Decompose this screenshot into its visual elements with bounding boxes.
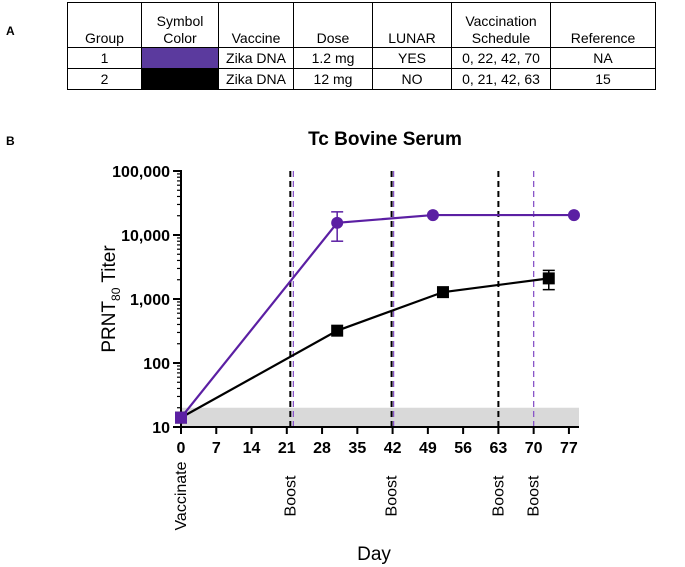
table-header-row: Group Symbol Color Vaccine Dose LUNAR Va… <box>67 2 656 48</box>
header-lunar: LUNAR <box>372 2 452 48</box>
y-tick-label: 10,000 <box>121 228 170 245</box>
cell-symbol-color <box>141 47 219 69</box>
header-dose: Dose <box>293 2 373 48</box>
data-point-circle <box>331 216 344 229</box>
y-tick-label: 100,000 <box>112 164 170 181</box>
x-tick-label: 21 <box>278 440 296 457</box>
header-symbol-color-line2: Color <box>163 30 197 46</box>
cell-vaccine: Zika DNA <box>218 47 294 69</box>
data-point-origin <box>175 411 187 424</box>
detection-limit-band <box>181 407 579 427</box>
group-table: Group Symbol Color Vaccine Dose LUNAR Va… <box>67 2 656 90</box>
x-tick-label: 63 <box>489 440 507 457</box>
cell-symbol-color <box>141 68 219 90</box>
y-tick-label: 100 <box>143 356 170 373</box>
cell-group: 2 <box>67 68 142 90</box>
cell-vaccine: Zika DNA <box>218 68 294 90</box>
x-tick-label: 28 <box>313 440 331 457</box>
series-line-1 <box>180 277 549 419</box>
header-schedule-line2: Schedule <box>471 30 531 46</box>
event-label: Boost <box>282 475 299 516</box>
color-swatch <box>142 69 218 89</box>
data-point-square <box>331 324 344 337</box>
x-tick-label: 77 <box>560 440 578 457</box>
data-point-square <box>542 272 555 285</box>
y-tick-label: 1,000 <box>130 292 170 309</box>
y-tick-label: 10 <box>152 420 170 437</box>
header-schedule: Vaccination Schedule <box>451 2 551 48</box>
x-axis-label: Day <box>357 544 391 565</box>
event-label: Boost <box>490 475 507 516</box>
header-symbol-color-line1: Symbol <box>156 13 204 29</box>
panel-a-letter: A <box>6 24 15 38</box>
series-line-0 <box>180 213 574 419</box>
data-point-circle <box>567 209 580 222</box>
x-tick-label: 0 <box>177 440 186 457</box>
header-reference: Reference <box>550 2 656 48</box>
cell-dose: 12 mg <box>293 68 373 90</box>
table-row: 1 Zika DNA 1.2 mg YES 0, 22, 42, 70 NA <box>67 47 656 69</box>
data-point-square <box>436 286 449 299</box>
panel-b-letter: B <box>6 134 15 148</box>
table-row: 2 Zika DNA 12 mg NO 0, 21, 42, 63 15 <box>67 68 656 90</box>
header-schedule-line1: Vaccination <box>465 13 537 29</box>
cell-schedule: 0, 21, 42, 63 <box>451 68 551 90</box>
x-tick-label: 7 <box>212 440 221 457</box>
event-label: Boost <box>384 475 401 516</box>
header-group: Group <box>67 2 142 48</box>
x-tick-label: 49 <box>419 440 437 457</box>
event-label: Vaccinate <box>173 461 190 530</box>
cell-reference: 15 <box>550 68 656 90</box>
x-tick-label: 70 <box>525 440 543 457</box>
x-tick-label: 56 <box>454 440 472 457</box>
x-tick-label: 42 <box>384 440 402 457</box>
header-symbol-color: Symbol Color <box>141 2 219 48</box>
x-tick-label: 35 <box>348 440 366 457</box>
chart-title: Tc Bovine Serum <box>308 129 462 150</box>
y-axis-label: PRNT80 Titer <box>99 245 123 353</box>
x-tick-label: 14 <box>243 440 261 457</box>
event-label: Boost <box>526 475 543 516</box>
color-swatch <box>142 48 218 68</box>
data-point-circle <box>426 209 439 222</box>
